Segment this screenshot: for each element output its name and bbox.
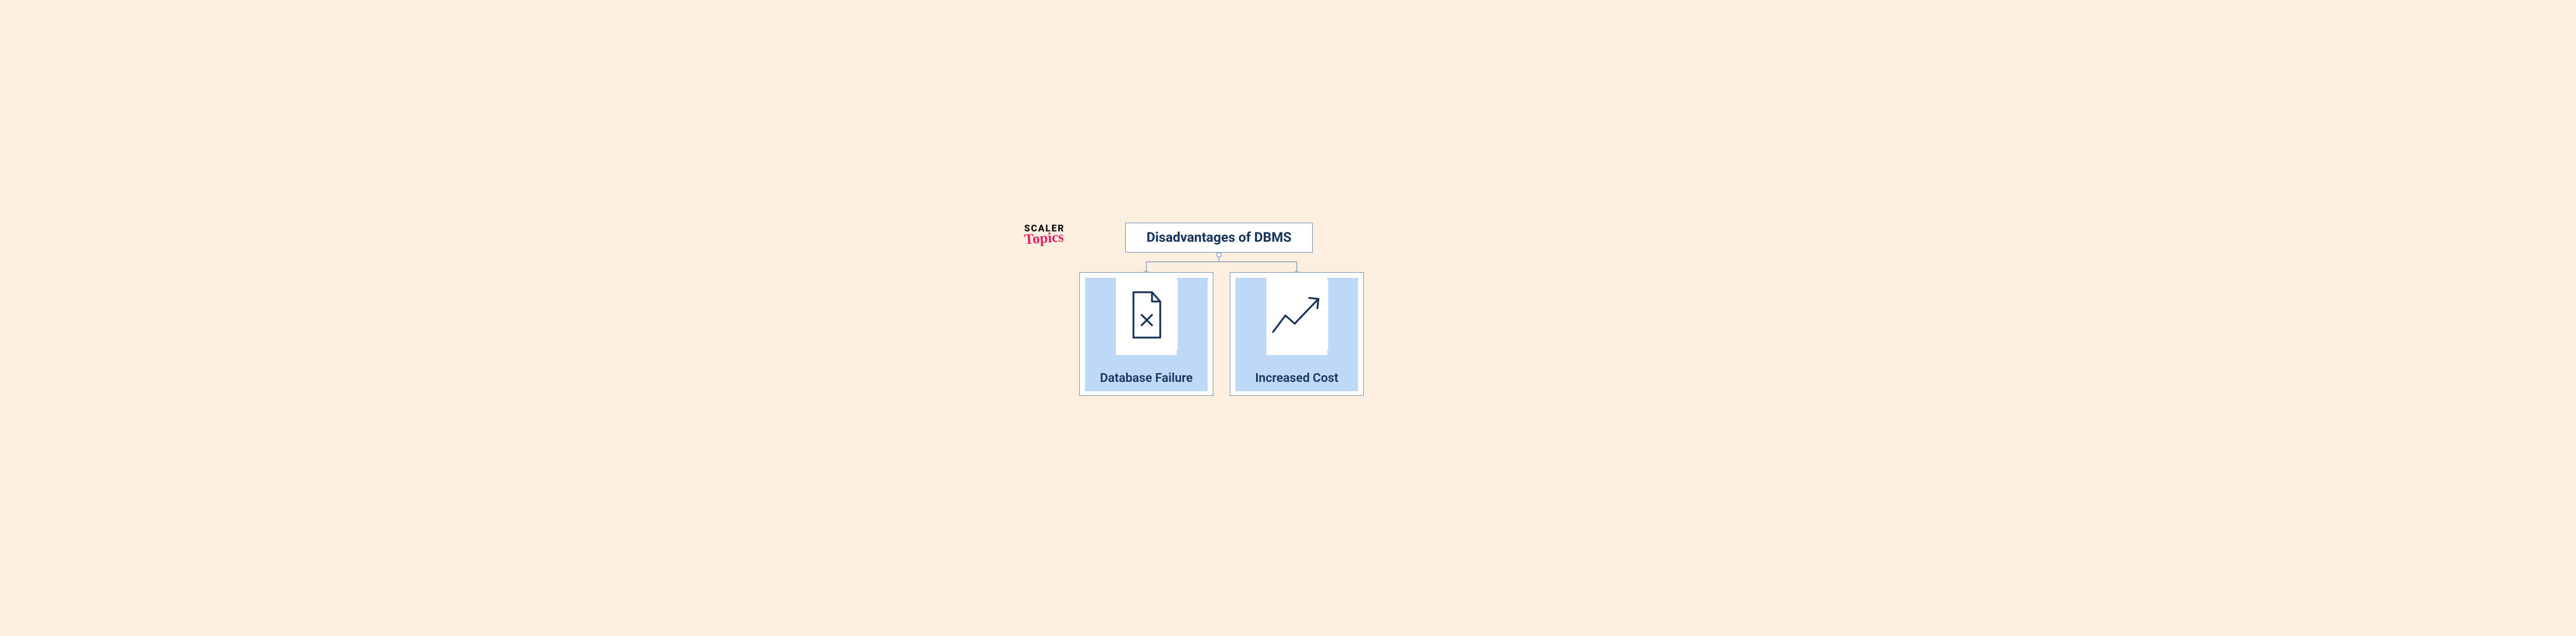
card-bg-shape	[1235, 278, 1266, 355]
card-database-failure: Database Failure	[1079, 272, 1213, 396]
file-x-icon	[1116, 280, 1178, 350]
diagram-title: Disadvantages of DBMS	[1125, 223, 1313, 253]
card-label: Database Failure	[1080, 371, 1213, 385]
logo-text-topics: Topics	[1024, 230, 1064, 246]
brand-logo: SCALER Topics	[1024, 225, 1065, 246]
cards-row: Database Failure Increased Cost	[1079, 272, 1364, 396]
card-bg-shape	[1085, 278, 1116, 355]
diagram-title-text: Disadvantages of DBMS	[1146, 230, 1291, 245]
arrow-trend-up-icon	[1266, 280, 1328, 350]
card-increased-cost: Increased Cost	[1230, 272, 1364, 396]
card-label: Increased Cost	[1230, 371, 1363, 385]
diagram-canvas: SCALER Topics Disadvantages of DBMS	[773, 212, 1803, 424]
card-bg-shape	[1177, 278, 1208, 355]
card-bg-shape	[1327, 278, 1358, 355]
